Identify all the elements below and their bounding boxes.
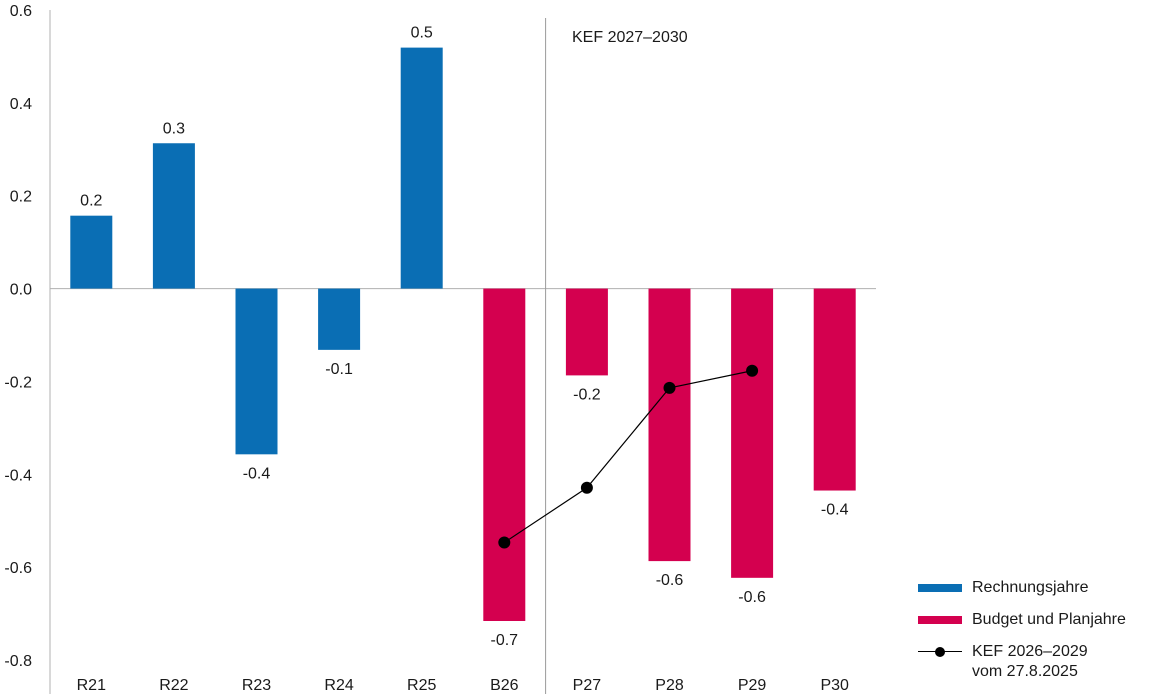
bar xyxy=(483,288,526,621)
data-label: -0.6 xyxy=(738,589,766,606)
bar xyxy=(318,288,361,350)
bar xyxy=(70,215,113,289)
bar xyxy=(648,288,691,562)
x-tick-label: B26 xyxy=(490,677,519,694)
x-tick-label: P27 xyxy=(573,677,602,694)
y-axis-labels: 0.6 0.4 0.2 0.0 -0.2 -0.4 -0.6 -0.8 xyxy=(4,3,32,670)
legend-item-kef: KEF 2026–2029 vom 27.8.2025 xyxy=(918,642,1126,682)
y-tick-label: 0.4 xyxy=(10,96,32,113)
bar xyxy=(731,288,774,578)
y-tick-label: -0.2 xyxy=(4,374,32,391)
kef-point xyxy=(663,381,676,394)
y-tick-label: 0.0 xyxy=(10,282,32,299)
legend-item-budget: Budget und Planjahre xyxy=(918,610,1126,630)
legend-item-rechnungsjahre: Rechnungsjahre xyxy=(918,578,1126,598)
data-label: -0.7 xyxy=(491,632,519,649)
bars: 0.2 0.3 -0.4 -0.1 0.5 -0.7 -0.2 -0.6 -0.6 -0.4 xyxy=(70,25,856,649)
legend-swatch-red xyxy=(918,616,962,624)
data-label: 0.3 xyxy=(163,120,185,137)
bar xyxy=(565,288,608,376)
legend: Rechnungsjahre Budget und Planjahre KEF … xyxy=(918,578,1126,694)
x-axis-labels: R21 R22 R23 R24 R25 B26 P27 P28 P29 P30 xyxy=(77,677,849,694)
bar xyxy=(235,288,278,455)
data-label: -0.4 xyxy=(821,502,849,519)
kef-point xyxy=(746,364,759,377)
legend-label: Budget und Planjahre xyxy=(972,611,1126,628)
y-tick-label: 0.6 xyxy=(10,3,32,20)
chart-annotation: KEF 2027–2030 xyxy=(572,29,688,46)
bar xyxy=(400,47,443,289)
data-label: -0.1 xyxy=(325,361,353,378)
data-label: -0.6 xyxy=(656,572,684,589)
kef-point xyxy=(498,536,511,549)
data-label: -0.2 xyxy=(573,386,601,403)
legend-swatch-blue xyxy=(918,584,962,592)
bar xyxy=(813,288,856,491)
x-tick-label: R21 xyxy=(77,677,106,694)
kef-point xyxy=(580,481,593,494)
x-tick-label: R22 xyxy=(159,677,188,694)
x-tick-label: P30 xyxy=(820,677,849,694)
x-tick-label: P29 xyxy=(738,677,767,694)
bar xyxy=(152,143,195,289)
y-tick-label: 0.2 xyxy=(10,189,32,206)
kef-line xyxy=(498,364,759,549)
x-tick-label: P28 xyxy=(655,677,684,694)
y-tick-label: -0.6 xyxy=(4,560,32,577)
y-tick-label: -0.4 xyxy=(4,467,32,484)
data-label: -0.4 xyxy=(243,465,271,482)
legend-label: Rechnungsjahre xyxy=(972,579,1089,596)
x-tick-label: R23 xyxy=(242,677,271,694)
kef-line-path xyxy=(503,370,753,544)
x-tick-label: R25 xyxy=(407,677,436,694)
legend-label: KEF 2026–2029 vom 27.8.2025 xyxy=(972,643,1088,680)
x-tick-label: R24 xyxy=(324,677,353,694)
legend-swatch-line xyxy=(918,642,962,662)
data-label: 0.5 xyxy=(411,25,433,42)
y-tick-label: -0.8 xyxy=(4,653,32,670)
data-label: 0.2 xyxy=(80,193,102,210)
